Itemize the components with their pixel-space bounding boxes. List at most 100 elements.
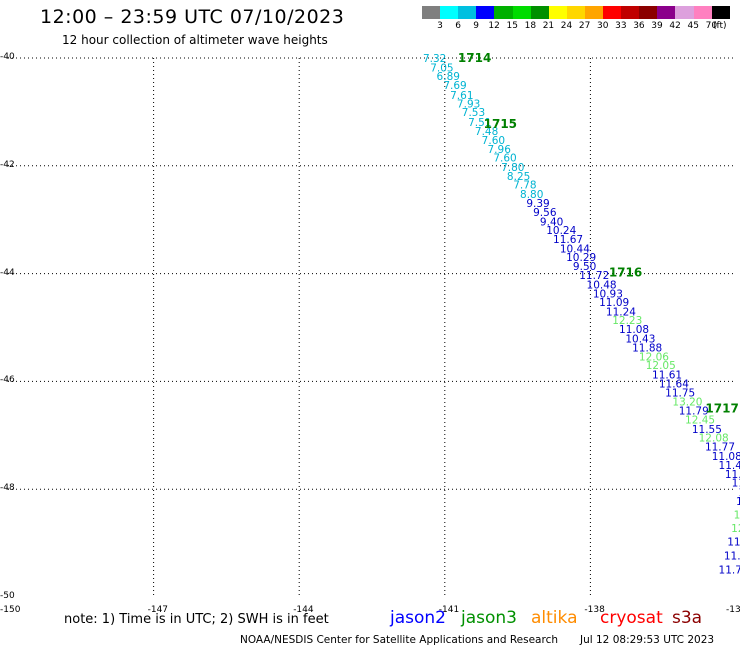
data-label: 10.29 (566, 252, 596, 264)
x-tick-label: -141 (438, 605, 460, 615)
data-label: 12.05 (646, 360, 676, 372)
data-label: 11.67 (553, 234, 583, 246)
x-tick-label: -147 (147, 605, 169, 615)
y-tick-label: -42 (0, 159, 15, 170)
colorbar-swatch (657, 6, 676, 19)
data-label: 9.56 (533, 207, 557, 219)
colorbar-swatch (603, 6, 622, 19)
data-label: 7.80 (501, 162, 524, 174)
satellite-legend-item: jason3 (461, 608, 517, 628)
data-label: 11.72 (579, 270, 609, 282)
colorbar-label: 30 (597, 21, 609, 31)
time-label: 1716 (609, 266, 642, 280)
colorbar-label: 27 (578, 21, 591, 31)
colorbar-swatch (621, 6, 640, 19)
colorbar-swatch (440, 6, 459, 19)
data-label: 11.77 (705, 442, 735, 454)
colorbar-label: 6 (455, 21, 461, 31)
colorbar-swatch (548, 6, 568, 19)
colorbar-swatch (566, 6, 586, 19)
data-label: 10.93 (593, 289, 623, 301)
data-label: 7.32 (423, 53, 446, 65)
data-label: 11.55 (692, 424, 722, 436)
colorbar-swatch (675, 6, 694, 19)
colorbar-label: 42 (669, 21, 681, 31)
satellite-legend-item: cryosat (600, 608, 663, 628)
colorbar-swatch (639, 6, 658, 19)
time-label: 1717 (705, 401, 738, 415)
data-label: 7.69 (443, 80, 466, 92)
colorbar-unit: (ft) (713, 21, 727, 31)
data-label: 10.24 (546, 225, 576, 237)
data-label: 9.40 (540, 216, 563, 228)
data-label: 7.05 (430, 63, 453, 75)
data-label: 6.89 (437, 71, 460, 83)
data-label: 11.08 (712, 451, 740, 463)
colorbar-swatch (693, 6, 713, 19)
y-tick-label: -48 (0, 483, 15, 494)
data-label: 11 (738, 487, 740, 499)
data-label: 12.23 (612, 315, 642, 327)
data-label: 12.45 (685, 415, 715, 427)
colorbar-swatch (711, 6, 731, 19)
data-label: 8.25 (507, 171, 530, 183)
colorbar-label: 12 (488, 21, 500, 31)
data-label: 10.44 (560, 243, 590, 255)
footer-timestamp: Jul 12 08:29:53 UTC 2023 (580, 634, 715, 646)
data-label: 12.40 (731, 523, 740, 535)
data-label: 10.43 (625, 333, 655, 345)
data-label: 7.53 (462, 107, 485, 119)
satellite-legend-item: altika (531, 608, 578, 628)
colorbar-label: 33 (615, 21, 627, 31)
data-label: 11.16 (724, 550, 740, 562)
y-tick-label: -46 (0, 375, 15, 386)
data-label: 11.44 (719, 460, 740, 472)
data-label: 11.61 (652, 369, 682, 381)
colorbar-label: 39 (651, 21, 663, 31)
data-label: 7.48 (475, 126, 498, 138)
page-title: 12:00 – 23:59 UTC 07/10/2023 (40, 6, 345, 28)
data-label: 11.79 (679, 406, 709, 418)
data-label: 11.24 (606, 306, 636, 318)
data-label: 7.60 (493, 153, 516, 165)
data-label: 11.09 (599, 297, 629, 309)
data-label: 7.51 (468, 117, 491, 129)
data-label: 13.20 (672, 396, 702, 408)
colorbar-swatch (530, 6, 550, 19)
colorbar-label: 24 (560, 21, 573, 31)
data-label: 9.50 (573, 261, 596, 273)
data-label: 7.93 (457, 98, 480, 110)
time-label: 1715 (484, 117, 517, 131)
x-tick-label: -135 (726, 605, 740, 615)
data-label: 12.06 (639, 352, 669, 364)
data-label: 11.4 (732, 478, 740, 490)
colorbar-label: 3 (437, 21, 443, 31)
data-label: 11.64 (659, 379, 689, 391)
page-subtitle: 12 hour collection of altimeter wave hei… (62, 33, 328, 47)
time-label: 1714 (458, 51, 491, 65)
data-label: 7.78 (513, 180, 536, 192)
x-tick-label: -150 (0, 605, 21, 615)
data-label: 7.60 (482, 135, 505, 147)
y-tick-label: -50 (0, 591, 15, 601)
colorbar-label: 21 (542, 21, 555, 31)
colorbar-swatch (458, 6, 477, 19)
colorbar-label: 9 (473, 21, 480, 31)
satellite-legend-item: jason2 (390, 608, 446, 628)
data-label: 11.07 (725, 469, 740, 481)
colorbar-swatch (512, 6, 532, 19)
colorbar-label: 15 (506, 21, 518, 31)
data-label: 7.96 (488, 144, 512, 156)
colorbar-label: 36 (633, 21, 645, 31)
data-label: 11.08 (619, 324, 649, 336)
data-label: 7.61 (450, 90, 473, 102)
colorbar-swatch (494, 6, 513, 19)
colorbar-swatch (476, 6, 495, 19)
colorbar-swatch (584, 6, 604, 19)
colorbar-swatch (422, 6, 441, 19)
colorbar-label: 45 (687, 21, 699, 31)
data-label: 11.42 (727, 536, 740, 548)
data-label: 11. (736, 496, 740, 508)
